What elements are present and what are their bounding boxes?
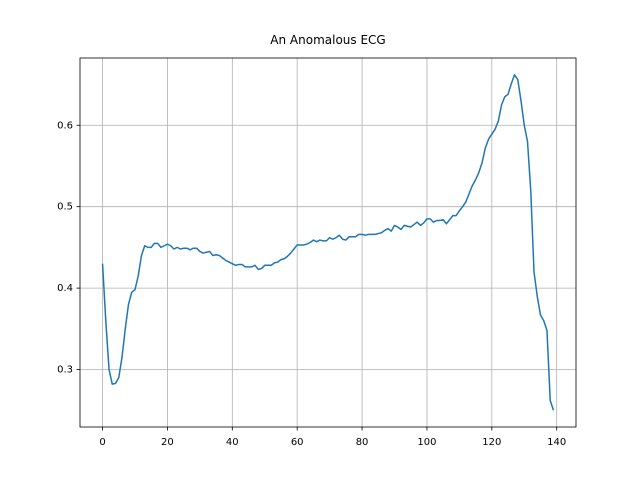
axes-frame — [79, 57, 577, 428]
x-tick-label: 80 — [356, 437, 369, 448]
x-tick-label: 20 — [161, 437, 174, 448]
x-tick-label: 40 — [226, 437, 239, 448]
y-tick-label: 0.5 — [57, 202, 73, 213]
data-line — [101, 74, 555, 411]
x-tick-label: 100 — [417, 437, 436, 448]
y-tick-label: 0.3 — [57, 365, 73, 376]
chart-title: An Anomalous ECG — [270, 33, 385, 47]
x-tick-label: 0 — [99, 437, 105, 448]
y-tick-label: 0.4 — [57, 283, 73, 294]
y-tick-label: 0.6 — [57, 120, 73, 131]
x-tick-label: 120 — [482, 437, 501, 448]
x-tick-label: 60 — [291, 437, 304, 448]
x-tick-label: 140 — [547, 437, 566, 448]
